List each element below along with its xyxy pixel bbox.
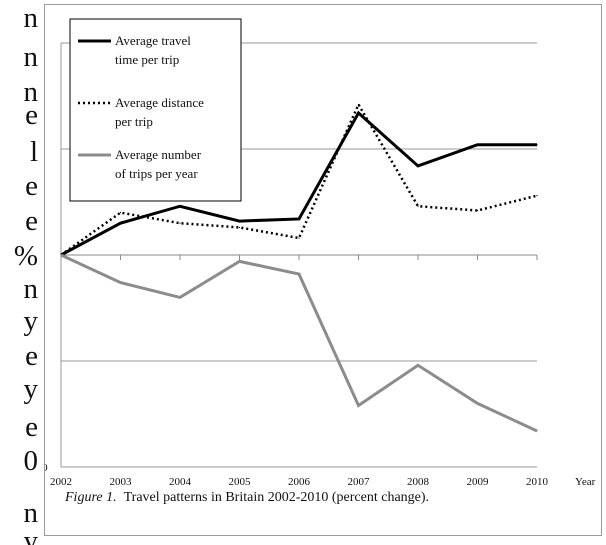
data-point	[357, 103, 360, 106]
page-margin-char: %	[13, 240, 38, 272]
data-point	[179, 222, 181, 224]
x-tick-label: 2006	[288, 476, 311, 488]
data-point	[179, 296, 181, 298]
x-tick-label: 2005	[229, 476, 252, 488]
caption-prefix: Figure 1.	[64, 490, 117, 505]
figure-frame: 1050-5-10%200220032004200520062007200820…	[33, 4, 602, 536]
data-point	[119, 222, 122, 224]
data-point	[357, 112, 360, 114]
legend-label: Average distance	[115, 95, 204, 110]
data-point	[476, 402, 479, 404]
legend-box	[69, 18, 242, 202]
data-point	[238, 220, 241, 222]
page-margin-char: n	[23, 273, 39, 305]
legend-label: time per trip	[115, 52, 179, 67]
data-point	[298, 273, 300, 275]
x-tick-label: 2002	[50, 476, 72, 488]
page-margin-char: e	[25, 170, 38, 202]
data-point	[357, 404, 360, 407]
data-point	[179, 205, 181, 207]
y-tick-label: -10	[45, 462, 48, 474]
figure-caption: Figure 1. Travel patterns in Britain 200…	[64, 490, 429, 505]
data-point	[476, 209, 479, 212]
page-margin-char: e	[25, 99, 38, 131]
page-margin-char: e	[25, 340, 38, 372]
data-point	[417, 205, 419, 207]
page-margin-char: n	[23, 2, 39, 34]
data-point	[238, 226, 241, 229]
data-point	[238, 260, 241, 262]
line-chart: 1050-5-10%200220032004200520062007200820…	[33, 18, 596, 505]
page-margin-char: y	[23, 373, 39, 405]
series-line	[60, 253, 538, 433]
x-tick-label: 2003	[110, 476, 133, 488]
data-point	[476, 144, 479, 146]
page-margin-char: y	[23, 305, 39, 337]
page-margin-text: n n n e l e e% n y e y e 0 n y	[0, 0, 40, 545]
page-margin-char: e	[25, 411, 38, 443]
data-point	[298, 218, 300, 220]
page-margin-char: n	[23, 497, 39, 529]
x-axis-label: Year	[575, 476, 596, 488]
data-point	[119, 212, 122, 214]
data-point	[298, 237, 300, 239]
data-point	[60, 254, 62, 256]
x-tick-label: 2007	[348, 476, 371, 488]
data-point	[417, 165, 419, 167]
data-point	[536, 430, 538, 432]
legend-label: per trip	[115, 114, 153, 129]
caption-text: Travel patterns in Britain 2002-2010 (pe…	[117, 490, 429, 505]
x-tick-label: 2009	[467, 476, 490, 488]
page-margin-char: l	[29, 136, 38, 168]
legend-label: of trips per year	[115, 166, 198, 181]
data-point	[417, 364, 419, 366]
page-margin-char: n	[23, 41, 39, 73]
page-margin-char: y	[23, 525, 39, 545]
legend-label: Average number	[115, 147, 202, 162]
x-tick-label: 2004	[169, 476, 192, 488]
page-margin-char: n	[23, 76, 39, 108]
legend-label: Average travel	[115, 33, 191, 48]
data-point	[536, 144, 538, 146]
page-margin-char: e	[25, 205, 38, 237]
x-tick-label: 2010	[526, 476, 549, 488]
page-margin-char: 0	[23, 445, 39, 477]
x-tick-label: 2008	[407, 476, 430, 488]
data-point	[119, 281, 122, 284]
data-point	[536, 195, 538, 197]
